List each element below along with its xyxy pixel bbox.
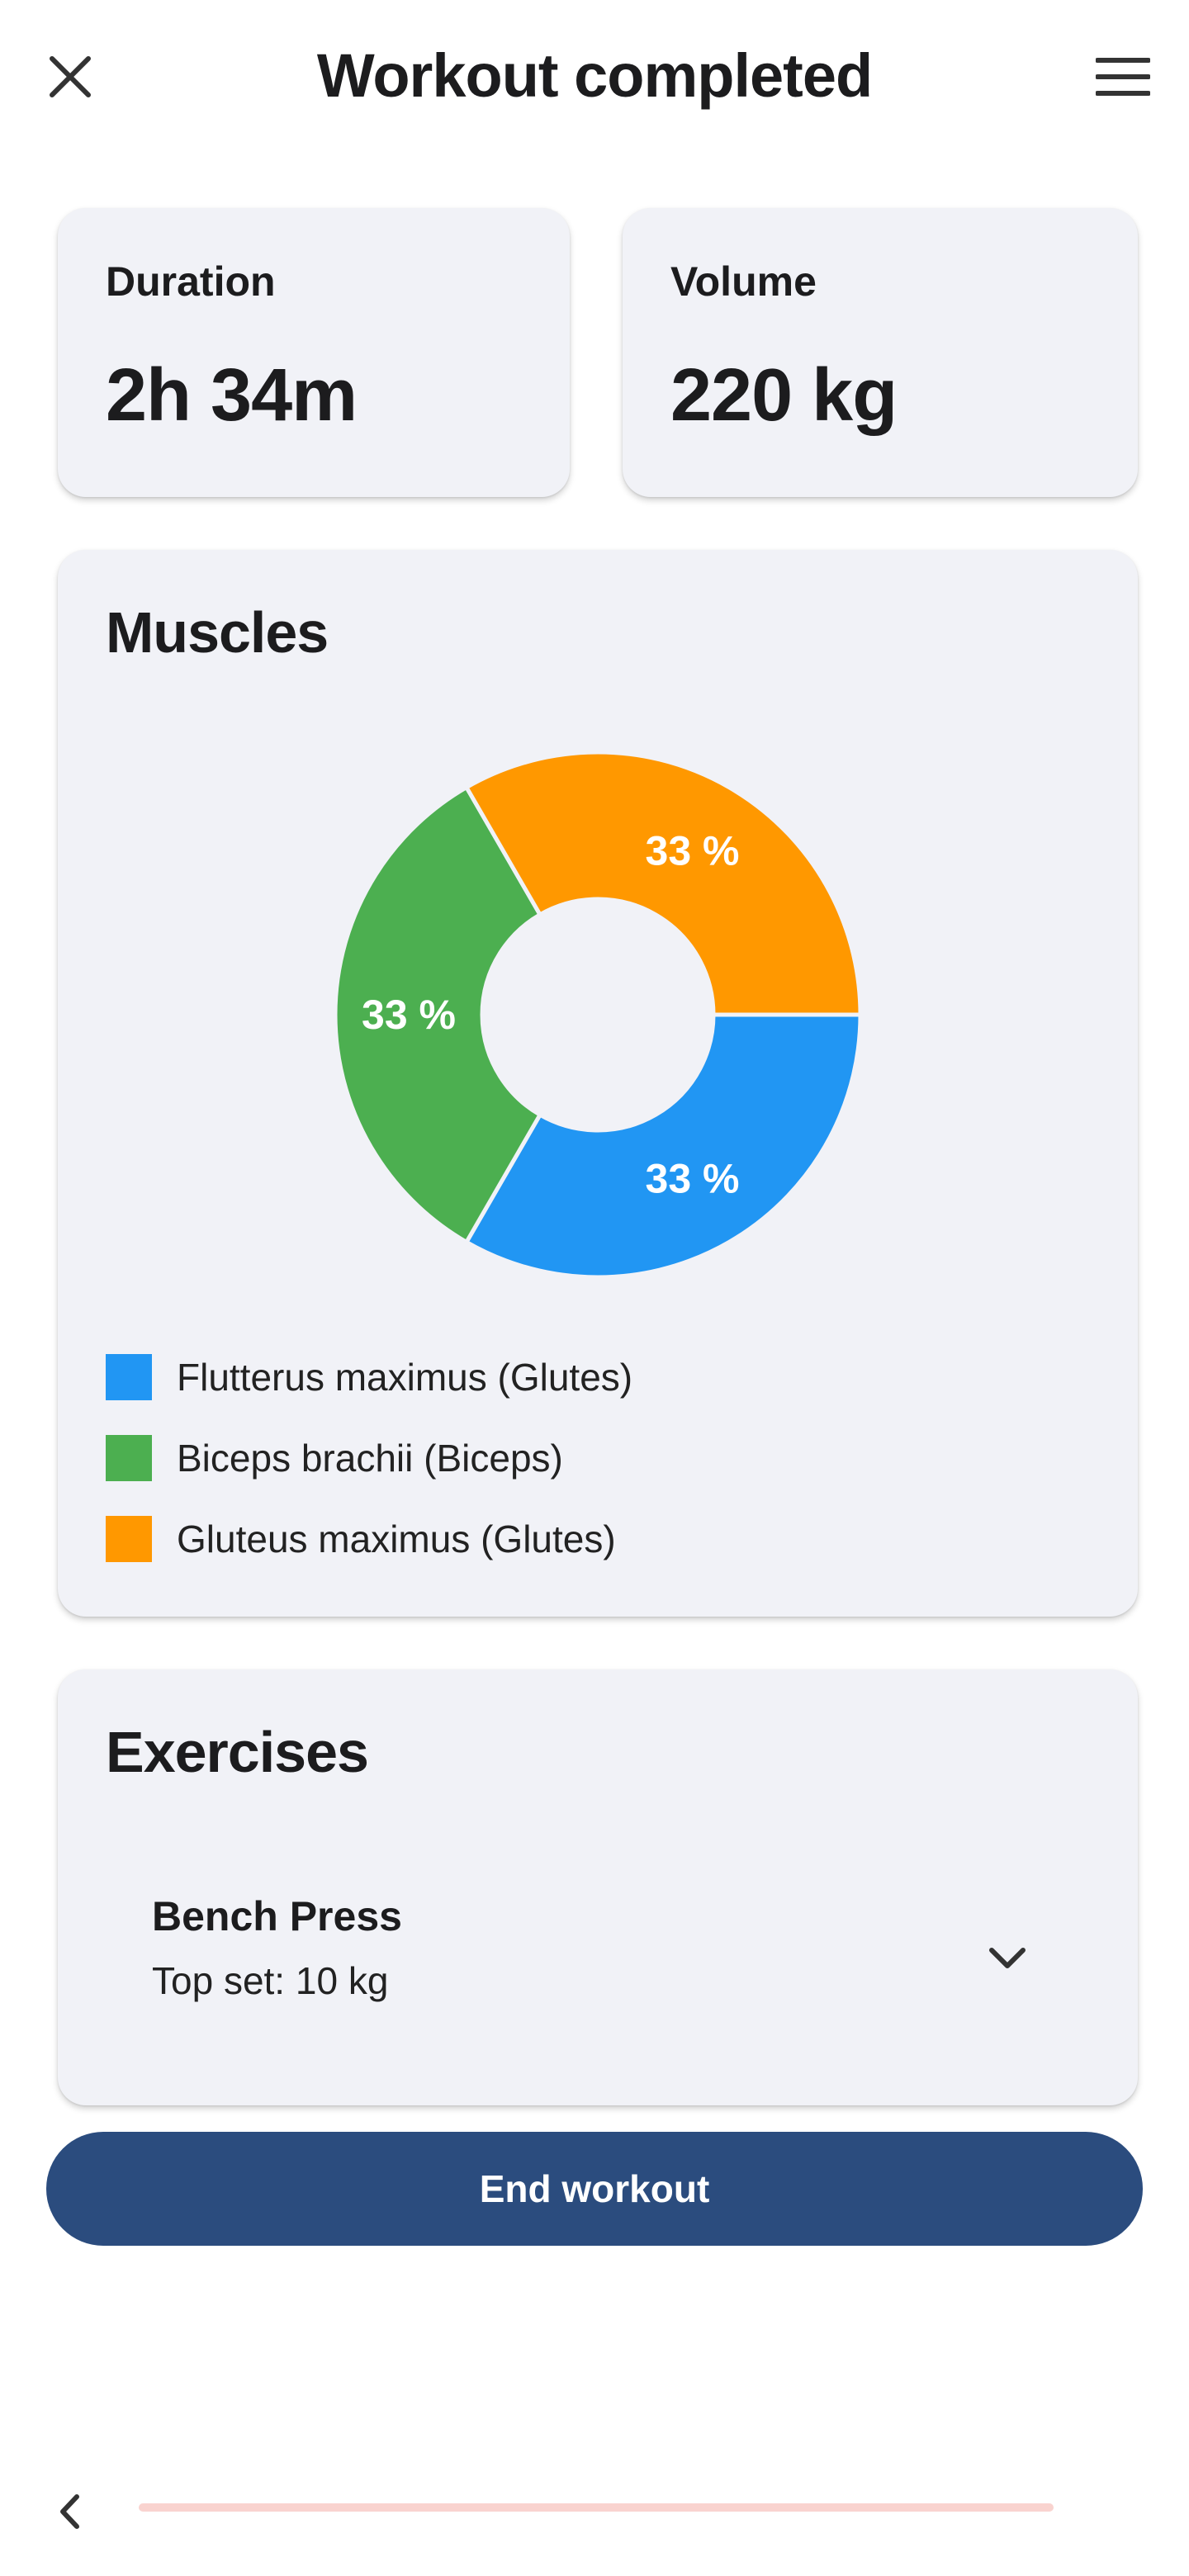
- donut-slice-1: [463, 1012, 863, 1280]
- exercises-card: Exercises Bench Press Top set: 10 kg: [58, 1669, 1138, 2105]
- legend-swatch-blue: [106, 1354, 152, 1400]
- legend-label: Gluteus maximus (Glutes): [177, 1518, 616, 1560]
- volume-label: Volume: [670, 258, 817, 305]
- duration-value: 2h 34m: [106, 354, 358, 437]
- exercise-name: Bench Press: [152, 1893, 402, 1939]
- muscles-title: Muscles: [106, 600, 329, 665]
- donut-slice-label-1: 33 %: [646, 1155, 740, 1201]
- legend-label: Biceps brachii (Biceps): [177, 1437, 563, 1480]
- end-workout-button[interactable]: End workout: [46, 2132, 1143, 2246]
- legend-item-gluteus: Gluteus maximus (Glutes): [106, 1514, 616, 1564]
- expand-exercise-button[interactable]: [974, 1925, 1040, 1991]
- volume-card: Volume 220 kg: [623, 208, 1138, 497]
- progress-bar: [139, 2503, 1054, 2512]
- close-icon: [50, 56, 91, 97]
- donut-slice-label-3: 33 %: [646, 828, 740, 874]
- chevron-left-icon: [60, 2494, 79, 2529]
- menu-button[interactable]: [1082, 40, 1164, 114]
- donut-slice-3: [463, 750, 863, 1017]
- back-button[interactable]: [43, 2485, 96, 2538]
- legend-swatch-green: [106, 1435, 152, 1481]
- chevron-down-icon: [989, 1948, 1026, 1968]
- page-title: Workout completed: [316, 41, 873, 110]
- muscles-donut-chart: 33 % 33 % 33 %: [333, 750, 863, 1280]
- legend-item-biceps: Biceps brachii (Biceps): [106, 1433, 563, 1483]
- donut-slice-2: [333, 784, 543, 1245]
- legend-label: Flutterus maximus (Glutes): [177, 1356, 633, 1399]
- hamburger-menu-icon: [1096, 58, 1150, 96]
- duration-card: Duration 2h 34m: [58, 208, 570, 497]
- legend-swatch-orange: [106, 1516, 152, 1562]
- duration-label: Duration: [106, 258, 276, 305]
- exercises-title: Exercises: [106, 1720, 369, 1784]
- legend-item-flutterus: Flutterus maximus (Glutes): [106, 1352, 632, 1402]
- muscles-card: Muscles 33 % 33 % 33 % Flutterus maximus (…: [58, 550, 1138, 1617]
- volume-value: 220 kg: [670, 354, 898, 437]
- exercise-top-set: Top set: 10 kg: [152, 1959, 389, 2002]
- close-button[interactable]: [33, 40, 107, 114]
- donut-slice-label-2: 33 %: [362, 992, 456, 1038]
